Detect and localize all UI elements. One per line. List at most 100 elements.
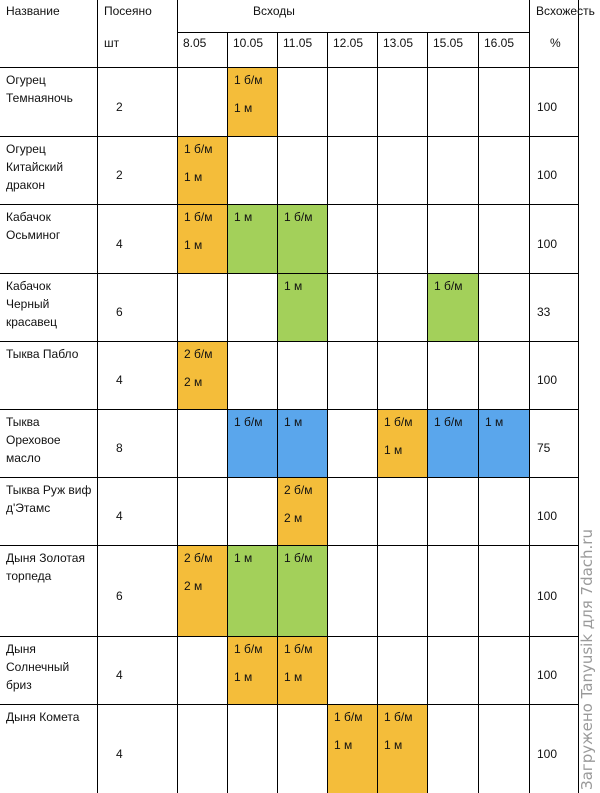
column-header-germination-unit: % (550, 36, 561, 50)
shoot-cell (327, 704, 377, 793)
row-sown: 4 (116, 668, 123, 682)
row-germination: 100 (537, 100, 558, 114)
shoot-cell (277, 545, 327, 636)
row-sown: 4 (116, 373, 123, 387)
shoot-cell (227, 204, 277, 273)
row-germination: 100 (537, 747, 558, 761)
row-name: Тыква Ореховое масло (6, 415, 61, 465)
shoot-cell (427, 409, 478, 477)
shoot-count-label: 1 м (234, 670, 253, 684)
shoot-count-label: 2 б/м (184, 551, 213, 565)
grid-line-vertical (529, 0, 530, 793)
shoot-count-label: 2 б/м (184, 347, 213, 361)
shoot-count-label: 1 м (184, 170, 203, 184)
shoot-count-label: 1 б/м (234, 73, 263, 87)
row-name: Дыня Золотая торпеда (6, 551, 85, 583)
shoot-count-label: 1 б/м (284, 210, 313, 224)
shoot-count-label: 1 м (284, 670, 303, 684)
grid-line-vertical (478, 32, 479, 793)
shoot-cell (177, 341, 227, 409)
shoot-count-label: 1 м (184, 238, 203, 252)
shoot-count-label: 1 м (384, 443, 403, 457)
shoot-count-label: 1 м (234, 101, 253, 115)
shoot-count-label: 1 б/м (384, 710, 413, 724)
shoot-count-label: 1 б/м (334, 710, 363, 724)
column-header-date: 16.05 (484, 36, 515, 50)
watermark-text: Загружено Tanyusik для 7dach.ru (578, 529, 596, 790)
shoot-count-label: 1 м (284, 279, 303, 293)
row-germination: 100 (537, 373, 558, 387)
shoot-count-label: 1 м (334, 738, 353, 752)
column-header-germination: Всхожесть (536, 4, 595, 18)
shoot-count-label: 1 б/м (384, 415, 413, 429)
row-germination: 100 (537, 668, 558, 682)
column-header-sown: Посеяно (104, 4, 152, 18)
shoot-count-label: 2 м (184, 579, 203, 593)
row-name: Огурец Темнаяночь (6, 73, 73, 105)
shoot-cell (377, 409, 427, 477)
row-sown: 6 (116, 589, 123, 603)
shoot-count-label: 1 б/м (184, 210, 213, 224)
shoot-count-label: 1 б/м (234, 642, 263, 656)
grid-line-vertical (377, 32, 378, 793)
row-sown: 4 (116, 509, 123, 523)
column-header-name: Название (6, 4, 60, 18)
row-sown: 8 (116, 441, 123, 455)
shoot-count-label: 1 м (485, 415, 504, 429)
grid-line-vertical (427, 32, 428, 793)
grid-line-horizontal (0, 477, 578, 478)
watermark: Загружено Tanyusik для 7dach.ru (578, 529, 598, 790)
column-header-date: 12.05 (333, 36, 364, 50)
grid-line-horizontal (0, 409, 578, 410)
grid-line-horizontal (0, 341, 578, 342)
row-germination: 100 (537, 168, 558, 182)
row-name: Дыня Солнечный бриз (6, 642, 70, 692)
shoot-cell (277, 409, 327, 477)
shoot-cell (227, 636, 277, 704)
grid-line-vertical (177, 0, 178, 793)
row-name: Кабачок Осьминог (6, 210, 61, 242)
shoot-cell (177, 545, 227, 636)
row-sown: 2 (116, 100, 123, 114)
row-name: Огурец Китайский дракон (6, 142, 64, 192)
column-header-date: 13.05 (383, 36, 414, 50)
row-sown: 4 (116, 747, 123, 761)
grid-line-horizontal (177, 32, 529, 33)
shoot-cell (227, 409, 277, 477)
shoot-count-label: 1 м (284, 415, 303, 429)
row-name: Кабачок Черный красавец (6, 279, 58, 329)
grid-line-vertical (97, 0, 98, 793)
shoot-count-label: 2 б/м (284, 483, 313, 497)
grid-line-vertical (578, 0, 579, 793)
row-germination: 33 (537, 305, 551, 319)
shoot-cell (377, 704, 427, 793)
shoot-cell (177, 136, 227, 204)
shoot-count-label: 1 б/м (434, 279, 463, 293)
grid-line-horizontal (0, 545, 578, 546)
shoot-cell (177, 204, 227, 273)
row-sown: 2 (116, 168, 123, 182)
shoot-cell (227, 545, 277, 636)
shoot-count-label: 1 м (234, 551, 253, 565)
row-germination: 100 (537, 237, 558, 251)
grid-line-vertical (327, 32, 328, 793)
shoot-cell (227, 67, 277, 136)
row-germination: 100 (537, 509, 558, 523)
row-name: Дыня Комета (6, 710, 80, 724)
column-header-date: 8.05 (183, 36, 207, 50)
grid-line-vertical (227, 32, 228, 793)
row-germination: 100 (537, 589, 558, 603)
column-header-shoots: Всходы (253, 4, 295, 18)
row-name: Тыква Пабло (6, 347, 79, 361)
shoot-cell (277, 204, 327, 273)
shoot-count-label: 1 б/м (284, 642, 313, 656)
shoot-count-label: 1 м (234, 210, 253, 224)
row-name: Тыква Руж виф д'Этамс (6, 483, 92, 515)
row-germination: 75 (537, 441, 551, 455)
shoot-cell (277, 477, 327, 545)
grid-line-horizontal (0, 636, 578, 637)
grid-line-horizontal (0, 136, 578, 137)
grid-line-horizontal (0, 204, 578, 205)
shoot-count-label: 1 б/м (234, 415, 263, 429)
row-sown: 4 (116, 237, 123, 251)
